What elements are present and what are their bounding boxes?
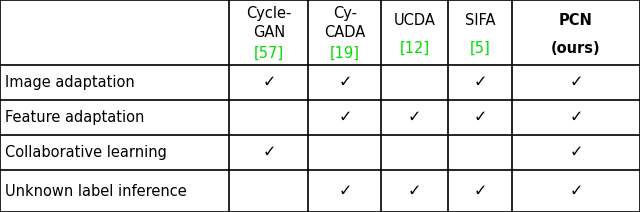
Text: ✓: ✓ (339, 184, 351, 199)
Text: ✓: ✓ (570, 75, 582, 90)
Text: ✓: ✓ (262, 145, 275, 160)
Text: CADA: CADA (324, 25, 365, 40)
Text: PCN: PCN (559, 13, 593, 28)
Text: [5]: [5] (470, 41, 490, 56)
Text: ✓: ✓ (570, 145, 582, 160)
Text: Unknown label inference: Unknown label inference (5, 184, 187, 199)
Text: ✓: ✓ (262, 75, 275, 90)
Text: ✓: ✓ (408, 110, 421, 125)
Text: ✓: ✓ (474, 110, 486, 125)
Text: Image adaptation: Image adaptation (5, 75, 135, 90)
Text: GAN: GAN (253, 25, 285, 40)
Text: ✓: ✓ (474, 184, 486, 199)
Text: ✓: ✓ (570, 184, 582, 199)
Text: ✓: ✓ (408, 184, 421, 199)
Text: Cycle-: Cycle- (246, 6, 291, 21)
Text: ✓: ✓ (570, 110, 582, 125)
Text: [19]: [19] (330, 46, 360, 60)
Text: ✓: ✓ (474, 75, 486, 90)
Text: SIFA: SIFA (465, 13, 495, 28)
Text: [12]: [12] (399, 41, 430, 56)
Text: ✓: ✓ (339, 75, 351, 90)
Text: ✓: ✓ (339, 110, 351, 125)
Text: Cy-: Cy- (333, 6, 357, 21)
Text: Collaborative learning: Collaborative learning (5, 145, 167, 160)
Text: [57]: [57] (253, 46, 284, 60)
Text: UCDA: UCDA (394, 13, 436, 28)
Text: Feature adaptation: Feature adaptation (5, 110, 145, 125)
Text: (ours): (ours) (551, 41, 601, 56)
